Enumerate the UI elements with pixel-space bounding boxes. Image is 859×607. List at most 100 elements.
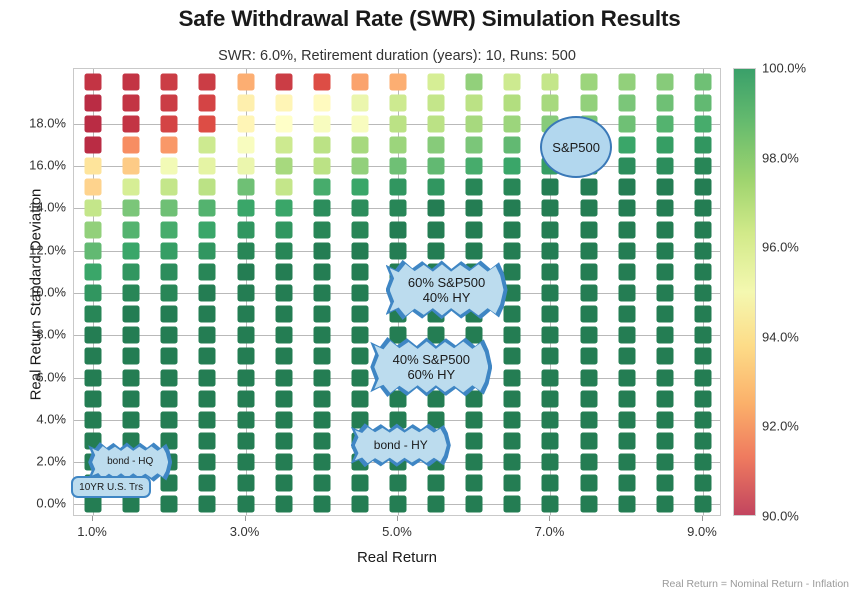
heatmap-cell	[198, 115, 216, 133]
heatmap-cell	[618, 432, 636, 450]
x-axis-tick-label: 1.0%	[77, 524, 107, 539]
y-axis-tick-mark	[61, 207, 66, 209]
heatmap-cell	[541, 199, 559, 217]
colorbar-tick-label: 100.0%	[762, 60, 807, 76]
heatmap-cell	[84, 136, 102, 154]
x-axis-tick-labels: 1.0% 3.0% 5.0% 7.0% 9.0%	[73, 516, 721, 546]
heatmap-cell	[503, 94, 521, 112]
heatmap-cell	[160, 326, 178, 344]
y-axis-tick-label: 2.0%	[36, 453, 66, 469]
heatmap-cell	[503, 178, 521, 196]
heatmap-cell	[580, 199, 598, 217]
heatmap-cell	[618, 453, 636, 471]
x-axis-tick-label: 7.0%	[534, 524, 565, 539]
heatmap-cell	[389, 94, 407, 112]
x-axis-tick-mark	[397, 516, 398, 521]
heatmap-cell	[313, 305, 331, 323]
heatmap-cell	[351, 73, 369, 91]
colorbar-tick-label: 90.0%	[762, 508, 799, 524]
heatmap-cell	[465, 432, 483, 450]
heatmap-cell	[237, 432, 255, 450]
y-axis-tick-label: 4.0%	[36, 411, 66, 427]
chart-subtitle: SWR: 6.0%, Retirement duration (years): …	[218, 48, 576, 64]
x-axis-tick-mark	[244, 516, 246, 521]
heatmap-cell	[541, 221, 559, 239]
heatmap-cell	[503, 157, 521, 175]
heatmap-cell	[313, 347, 331, 365]
heatmap-cell	[580, 221, 598, 239]
heatmap-cell	[503, 432, 521, 450]
heatmap-cell	[313, 390, 331, 408]
heatmap-cell	[84, 221, 102, 239]
heatmap-cell	[427, 199, 445, 217]
heatmap-cell	[84, 73, 102, 91]
y-axis-tick-label: 0.0%	[36, 495, 66, 511]
heatmap-cell	[351, 326, 369, 344]
heatmap-cell	[427, 495, 445, 513]
heatmap-cell	[351, 242, 369, 260]
heatmap-cell	[694, 94, 712, 112]
heatmap-cell	[84, 305, 102, 323]
heatmap-cell	[237, 369, 255, 387]
annotation-label: S&P500	[540, 116, 613, 179]
y-axis-tick-label: 12.0%	[29, 242, 66, 258]
heatmap-cell	[389, 411, 407, 429]
heatmap-cell	[427, 73, 445, 91]
heatmap-cell	[618, 390, 636, 408]
heatmap-cell	[313, 369, 331, 387]
heatmap-cell	[427, 242, 445, 260]
heatmap-cell	[580, 432, 598, 450]
y-axis-tick-mark	[61, 122, 66, 124]
heatmap-cell	[160, 347, 178, 365]
heatmap-cell	[84, 94, 102, 112]
y-axis-tick-label: 8.0%	[36, 326, 66, 342]
heatmap-cell	[351, 221, 369, 239]
heatmap-cell	[275, 347, 293, 365]
heatmap-cell	[541, 263, 559, 281]
heatmap-cell	[465, 136, 483, 154]
heatmap-cell	[389, 73, 407, 91]
heatmap-cell	[465, 474, 483, 492]
heatmap-cell	[694, 474, 712, 492]
heatmap-cell	[465, 411, 483, 429]
heatmap-cell	[122, 221, 140, 239]
heatmap-cell	[351, 115, 369, 133]
heatmap-cell	[160, 157, 178, 175]
y-axis-tick-mark	[61, 461, 66, 463]
heatmap-cell	[389, 136, 407, 154]
heatmap-cell	[389, 242, 407, 260]
heatmap-cell	[503, 369, 521, 387]
heatmap-cell	[237, 136, 255, 154]
heatmap-cell	[656, 474, 674, 492]
heatmap-cell	[694, 136, 712, 154]
heatmap-cell	[580, 390, 598, 408]
heatmap-cell	[580, 453, 598, 471]
heatmap-cell	[351, 305, 369, 323]
x-axis-tick-label: 3.0%	[229, 524, 260, 539]
heatmap-cell	[465, 453, 483, 471]
heatmap-cell	[198, 495, 216, 513]
x-axis-tick-mark	[549, 516, 551, 521]
heatmap-cell	[198, 305, 216, 323]
heatmap-cell	[313, 136, 331, 154]
heatmap-cell	[465, 495, 483, 513]
heatmap-cell	[618, 305, 636, 323]
y-axis-tick-label: 10.0%	[29, 284, 66, 300]
heatmap-cell	[275, 305, 293, 323]
heatmap-cell	[84, 199, 102, 217]
heatmap-cell	[237, 411, 255, 429]
heatmap-cell	[84, 369, 102, 387]
heatmap-cell	[580, 178, 598, 196]
heatmap-cell	[618, 347, 636, 365]
heatmap-cell	[275, 411, 293, 429]
heatmap-cell	[503, 390, 521, 408]
heatmap-cell	[389, 326, 407, 344]
heatmap-cell	[541, 94, 559, 112]
heatmap-cell	[541, 390, 559, 408]
y-axis-tick-labels: 0.0% 2.0% 4.0% 6.0% 8.0% 10.0% 12.0% 14.0% 16.0%…	[0, 68, 66, 516]
heatmap-cell	[503, 115, 521, 133]
heatmap-cell	[694, 157, 712, 175]
x-axis-title: Real Return	[356, 549, 438, 566]
heatmap-cell	[275, 73, 293, 91]
heatmap-cell	[618, 221, 636, 239]
